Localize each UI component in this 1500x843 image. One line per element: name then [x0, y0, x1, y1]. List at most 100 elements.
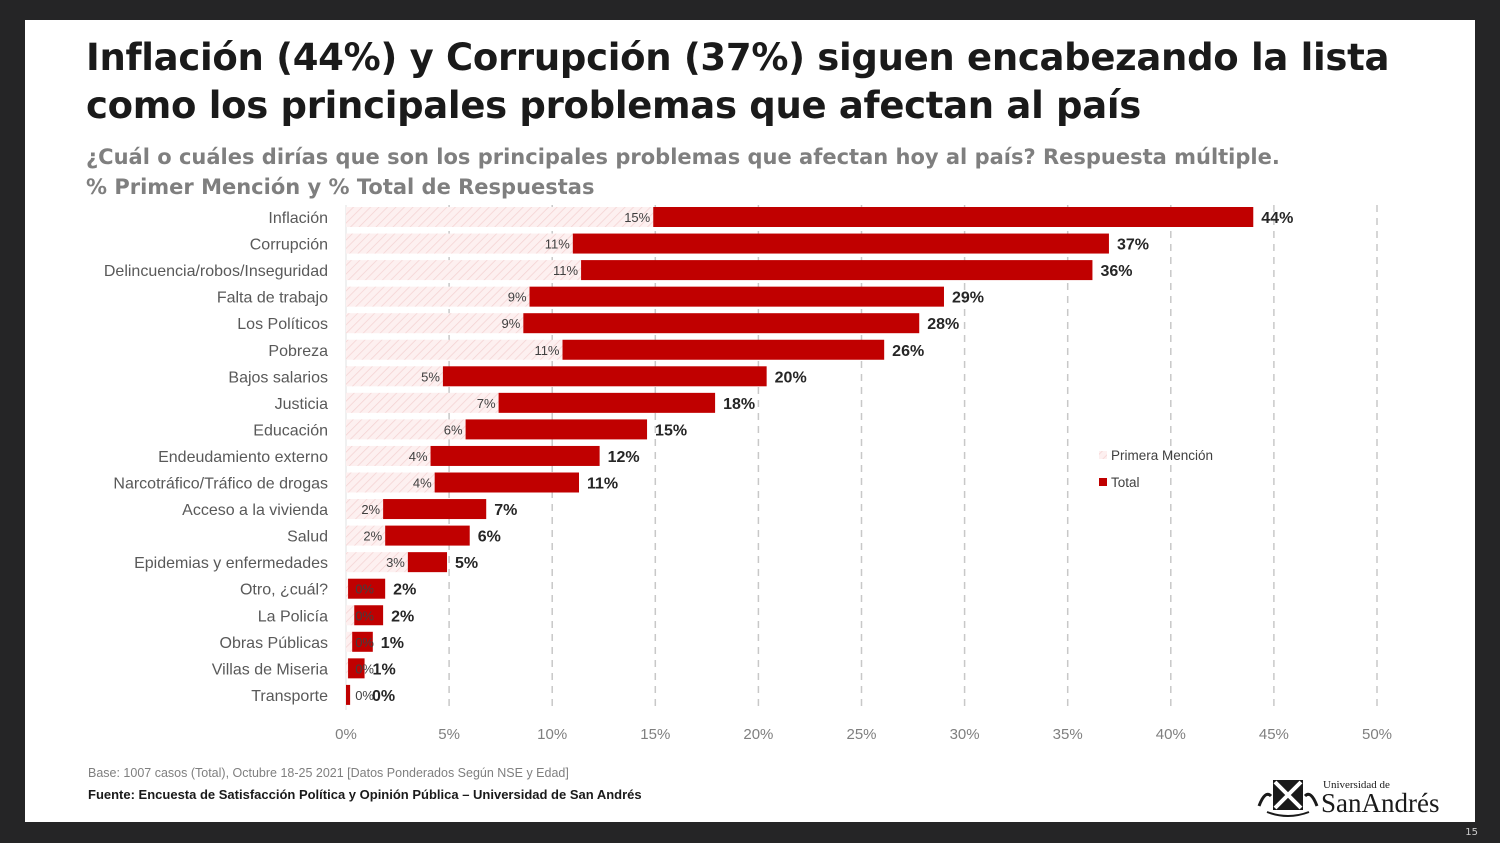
logo-text-small: Universidad de — [1323, 779, 1390, 791]
bar-primera-mencion — [346, 233, 573, 254]
university-logo: Universidad de SanAndrés — [1257, 779, 1439, 818]
bar-total — [354, 605, 384, 626]
total-label: 29% — [952, 290, 984, 307]
category-label: Corrupción — [250, 237, 328, 254]
bar-total — [653, 207, 1254, 227]
total-label: 7% — [494, 502, 517, 519]
x-tick-label: 35% — [1053, 726, 1083, 743]
primera-mencion-label: 6% — [444, 422, 463, 437]
bar-primera-mencion — [346, 658, 349, 679]
x-tick-label: 30% — [950, 726, 980, 743]
slide-subtitle: ¿Cuál o cuáles dirías que son los princi… — [86, 142, 1280, 202]
bar-primera-mencion — [346, 392, 499, 413]
bar-total — [529, 286, 944, 307]
total-label: 5% — [455, 555, 478, 572]
category-label: Inflación — [268, 210, 328, 227]
category-label: Endeudamiento externo — [158, 449, 328, 466]
total-label: 44% — [1261, 210, 1293, 227]
bar-total — [348, 578, 386, 599]
bar-total — [383, 499, 487, 520]
x-tick-label: 10% — [537, 726, 567, 743]
primera-mencion-label: 11% — [545, 237, 570, 252]
slide: Inflación (44%) y Corrupción (37%) sigue… — [25, 20, 1475, 822]
primera-mencion-label: 11% — [534, 343, 559, 358]
primera-mencion-label: 0% — [355, 582, 374, 597]
category-label: Narcotráfico/Tráfico de drogas — [113, 476, 328, 493]
total-label: 1% — [381, 635, 404, 652]
bar-primera-mencion — [346, 445, 431, 466]
category-label: Epidemias y enfermedades — [134, 555, 328, 572]
bar-primera-mencion — [346, 631, 353, 652]
bar-primera-mencion — [346, 207, 654, 227]
bar-total — [581, 260, 1093, 281]
x-tick-label: 40% — [1156, 726, 1186, 743]
legend-swatch-primera-mencion — [1099, 451, 1107, 459]
bar-primera-mencion — [346, 472, 435, 493]
bar-total — [346, 684, 351, 705]
bar-primera-mencion — [346, 605, 355, 626]
primera-mencion-label: 4% — [413, 476, 432, 491]
category-label: Justicia — [275, 396, 328, 413]
total-label: 15% — [655, 422, 687, 439]
bar-primera-mencion — [346, 499, 384, 520]
total-label: 18% — [723, 396, 755, 413]
primera-mencion-label: 0% — [355, 661, 374, 676]
category-label: Bajos salarios — [228, 369, 328, 386]
total-label: 20% — [775, 369, 807, 386]
total-label: 12% — [608, 449, 640, 466]
primera-mencion-label: 4% — [409, 449, 428, 464]
primera-mencion-label: 3% — [386, 555, 405, 570]
bar-primera-mencion — [346, 419, 466, 440]
total-label: 2% — [393, 582, 416, 599]
primera-mencion-label: 15% — [624, 210, 650, 225]
base-note: Base: 1007 casos (Total), Octubre 18-25 … — [88, 766, 569, 780]
primera-mencion-label: 0% — [355, 635, 374, 650]
bar-primera-mencion — [346, 552, 408, 573]
x-tick-label: 20% — [743, 726, 773, 743]
category-label: La Policía — [258, 608, 328, 625]
bar-total — [430, 445, 600, 466]
category-label: Transporte — [251, 688, 328, 705]
bar-primera-mencion — [346, 313, 524, 334]
x-tick-label: 25% — [846, 726, 876, 743]
bar-primera-mencion — [346, 578, 349, 599]
total-label: 26% — [892, 343, 924, 360]
bar-total — [523, 313, 920, 334]
category-label: Delincuencia/robos/Inseguridad — [104, 263, 328, 280]
source-note: Fuente: Encuesta de Satisfacción Polític… — [88, 787, 642, 802]
category-label: Obras Públicas — [220, 635, 329, 652]
category-label: Pobreza — [268, 343, 328, 360]
total-label: 1% — [373, 661, 396, 678]
legend-label-total: Total — [1111, 475, 1140, 490]
category-label: Villas de Miseria — [212, 661, 328, 678]
x-tick-label: 50% — [1362, 726, 1392, 743]
primera-mencion-label: 11% — [553, 263, 578, 278]
page-number: 15 — [1465, 827, 1478, 838]
x-tick-label: 15% — [640, 726, 670, 743]
bar-primera-mencion — [346, 286, 530, 307]
primera-mencion-label: 2% — [361, 502, 380, 517]
legend-label-primera-mencion: Primera Mención — [1111, 448, 1213, 463]
subtitle-question: ¿Cuál o cuáles dirías que son los princi… — [86, 145, 1280, 169]
bar-total — [407, 552, 448, 573]
total-label: 37% — [1117, 237, 1149, 254]
category-label: Falta de trabajo — [217, 290, 328, 307]
bar-total — [348, 658, 365, 679]
total-label: 11% — [587, 476, 618, 493]
bar-total — [385, 525, 470, 546]
category-label: Otro, ¿cuál? — [240, 582, 328, 599]
bar-total — [562, 339, 885, 360]
x-tick-label: 45% — [1259, 726, 1289, 743]
primera-mencion-label: 7% — [477, 396, 496, 411]
total-label: 2% — [391, 608, 414, 625]
x-tick-label: 0% — [335, 726, 357, 743]
bar-primera-mencion — [346, 366, 443, 387]
primera-mencion-label: 9% — [502, 316, 521, 331]
primera-mencion-label: 5% — [421, 369, 440, 384]
bar-primera-mencion — [346, 260, 582, 281]
primera-mencion-label: 0% — [355, 608, 374, 623]
category-label: Educación — [253, 422, 328, 439]
total-label: 0% — [372, 688, 395, 705]
x-tick-label: 5% — [438, 726, 460, 743]
